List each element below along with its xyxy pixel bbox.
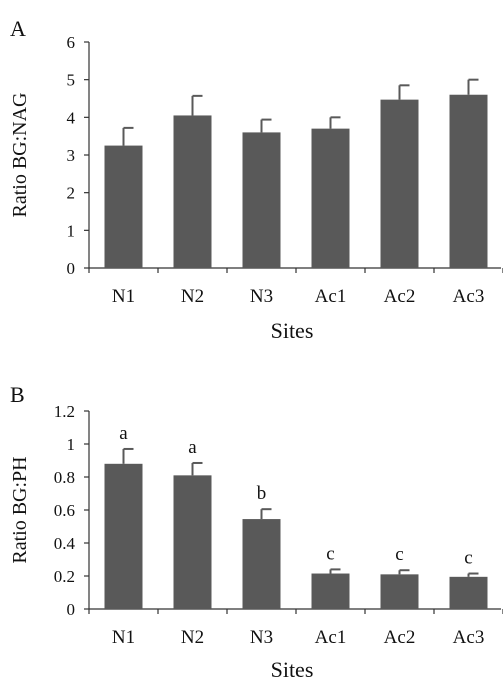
bar [173,475,212,609]
significance-letter: c [395,544,403,565]
y-axis-title: Ratio BG:NAG [9,93,31,218]
significance-letter: a [188,437,197,458]
bar [173,115,212,268]
bar [242,132,281,268]
chart-panel-b: B 0 0.2 0.4 0.6 0.8 1 1.2 N1 a N2 a N3 b Ac1 c Ac2 c Ac3 c R… [9,382,503,682]
chart-panel-a: A 0 1 2 3 4 5 6 N1 N2 N3 Ac1 Ac2 Ac3 Ratio BG:NAG Sites [9,16,503,343]
y-tick-label: 6 [67,33,76,52]
y-tick-label: 2 [67,184,76,203]
y-tick-label: 0.2 [54,567,75,586]
x-category-label: N1 [112,286,135,307]
bar [449,576,488,609]
bar [311,128,350,268]
y-tick-label: 0.4 [54,534,76,553]
x-axis-title: Sites [271,657,314,682]
y-tick-label: 5 [67,71,76,90]
x-category-label: N3 [250,286,273,307]
x-category-label: N1 [112,627,135,648]
significance-letter: c [464,548,472,569]
significance-letter: b [257,483,267,504]
y-tick-label: 1 [67,221,76,240]
x-category-label: Ac2 [384,627,416,648]
y-tick-label: 1 [67,435,76,454]
bar [242,519,281,609]
y-tick-label: 0.6 [54,501,75,520]
x-category-label: Ac3 [453,627,485,648]
x-category-label: Ac3 [453,286,485,307]
y-axis-title: Ratio BG:PH [9,456,31,563]
x-category-label: N2 [181,627,204,648]
x-category-label: Ac2 [384,286,416,307]
x-axis-title: Sites [271,318,314,343]
significance-letter: c [326,543,334,564]
y-tick-label: 1.2 [54,402,75,421]
y-tick-label: 0 [67,600,76,619]
x-category-label: Ac1 [315,627,347,648]
panel-letter: A [10,16,26,41]
x-category-label: Ac1 [315,286,347,307]
significance-letter: a [119,423,128,444]
bar [380,574,419,609]
bar [449,94,488,268]
bar [104,145,143,268]
y-tick-label: 4 [67,108,76,127]
y-tick-label: 3 [67,146,76,165]
bar [104,463,143,609]
y-tick-label: 0.8 [54,468,75,487]
x-category-label: N3 [250,627,273,648]
bar [380,99,419,268]
bar [311,573,350,609]
panel-letter: B [10,382,25,407]
x-category-label: N2 [181,286,204,307]
y-tick-label: 0 [67,259,76,278]
